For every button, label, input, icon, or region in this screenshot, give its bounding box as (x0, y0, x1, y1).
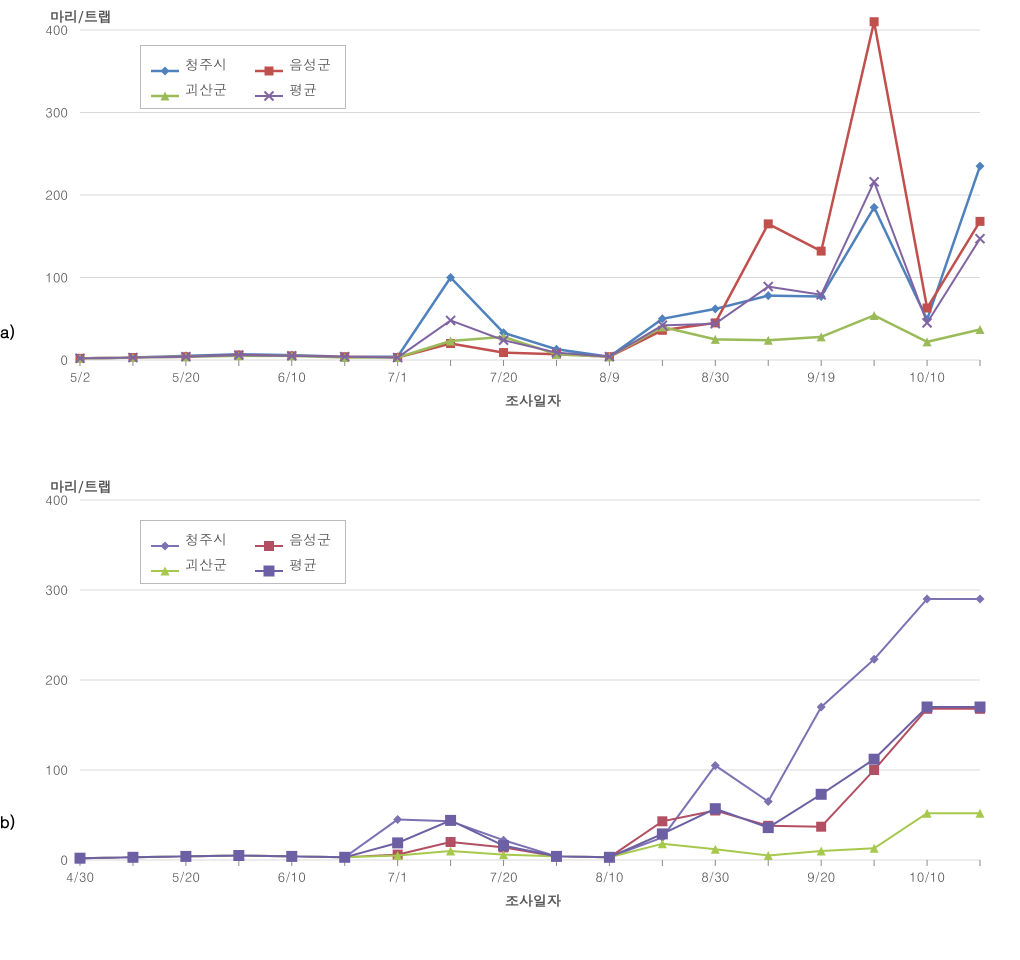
chart-b-xtick-2: 5/20 (172, 867, 200, 886)
chart-b-xtick-6: 7/1 (387, 867, 408, 886)
chart-b-line-0 (80, 599, 980, 858)
panel-label-b: b) (0, 810, 16, 833)
chart-b-ytitle: 마리/트랩 (50, 476, 112, 496)
chart-b-legend: 청주시 음성군괴산군 평균 (140, 520, 346, 584)
chart-b-xtick-14: 9/20 (807, 867, 835, 886)
legend-item-b-3: 평균 (255, 552, 317, 577)
chart-b-xtick-4: 6/10 (278, 867, 306, 886)
chart-b-line-3 (80, 707, 980, 858)
legend-item-b-2: 괴산군 (151, 552, 227, 577)
chart-b-ytick-300: 300 (45, 580, 68, 599)
chart-b-xtick-0: 4/30 (66, 867, 94, 886)
chart-b-line-1 (80, 709, 980, 858)
chart-b-ytick-100: 100 (45, 760, 68, 779)
chart-b-svg: 01002003004004/305/206/107/17/208/108/30… (0, 0, 1020, 960)
legend-item-b-0: 청주시 (151, 527, 227, 552)
legend-item-b-1: 음성군 (255, 527, 331, 552)
chart-b-xtick-16: 10/10 (909, 867, 945, 886)
chart-b-ytick-200: 200 (45, 670, 68, 689)
chart-b-xtitle: 조사일자 (505, 890, 561, 910)
chart-b-xtick-10: 8/10 (595, 867, 623, 886)
chart-b-xtick-12: 8/30 (701, 867, 729, 886)
chart-b-xtick-8: 7/20 (489, 867, 517, 886)
